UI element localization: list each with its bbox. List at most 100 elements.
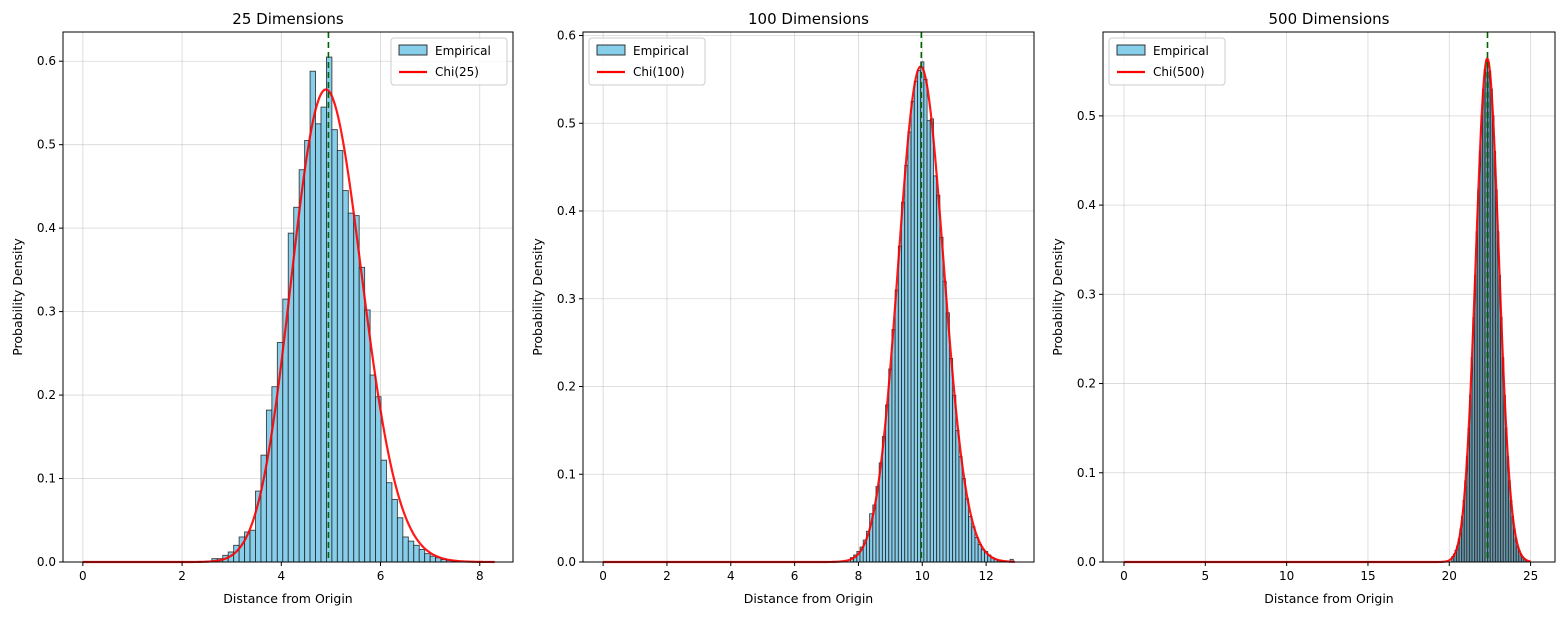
- legend-swatch-empirical: [596, 44, 626, 56]
- histogram-bar: [926, 120, 931, 563]
- histogram-bar: [913, 80, 918, 563]
- x-tick-label: 6: [377, 569, 385, 583]
- histogram-bar: [375, 396, 382, 563]
- histogram-bar: [298, 169, 306, 563]
- y-tick-label: 0.1: [557, 467, 576, 481]
- chart-title: 25 Dimensions: [232, 10, 344, 28]
- legend-label-curve: Chi(500): [1153, 65, 1205, 79]
- histogram-bar: [407, 540, 415, 563]
- histogram-bar: [413, 544, 420, 563]
- histogram-bar: [320, 106, 327, 563]
- y-tick-label: 0.1: [1077, 466, 1096, 480]
- y-tick-label: 0.5: [557, 116, 576, 130]
- histogram-bar: [358, 266, 366, 563]
- x-tick-label: 6: [791, 569, 799, 583]
- histogram-bar: [429, 555, 437, 563]
- histogram-bar: [917, 70, 922, 563]
- x-tick-label: 4: [727, 569, 735, 583]
- histogram-bar: [904, 164, 909, 563]
- chart-panel: 0 2 4 6 8 10 12 0.0 0.1 0.2 0.3 0.4 0.5 0.6 100 Dimens…: [530, 10, 1035, 606]
- x-tick-label: 0: [79, 569, 87, 583]
- x-axis-label: Distance from Origin: [744, 591, 873, 606]
- y-tick-label: 0.4: [557, 204, 576, 218]
- y-tick-label: 0.0: [37, 555, 56, 569]
- histogram-bar: [942, 280, 947, 563]
- x-tick-label: 4: [277, 569, 285, 583]
- histogram-bar: [974, 536, 979, 563]
- histogram-bar: [894, 289, 899, 563]
- histogram-bar: [977, 544, 982, 563]
- legend-swatch-empirical: [398, 44, 428, 56]
- y-tick-label: 0.0: [1077, 555, 1096, 569]
- histogram-bar: [964, 498, 970, 563]
- y-axis-label: Probability Density: [1050, 238, 1065, 356]
- histogram-bar: [929, 118, 934, 563]
- histogram-bar: [364, 309, 371, 563]
- axes-frame: [582, 31, 1035, 563]
- x-tick-label: 15: [1360, 569, 1375, 583]
- histogram-bar: [309, 70, 316, 563]
- histogram-bar: [380, 459, 387, 563]
- histogram-bar: [910, 100, 915, 563]
- x-tick-label: 2: [663, 569, 671, 583]
- histogram-bar: [968, 515, 973, 563]
- y-axis-label: Probability Density: [530, 238, 545, 356]
- legend: Empirical Chi(25): [390, 37, 508, 86]
- legend-label-empirical: Empirical: [1153, 44, 1209, 58]
- histogram-bar: [342, 190, 349, 563]
- histogram-bar: [939, 236, 944, 563]
- x-tick-label: 2: [178, 569, 186, 583]
- x-tick-label: 0: [599, 569, 607, 583]
- y-tick-label: 0.6: [557, 29, 576, 43]
- x-tick-label: 25: [1523, 569, 1538, 583]
- y-tick-label: 0.0: [557, 555, 576, 569]
- histogram-bar: [331, 129, 338, 563]
- x-tick-label: 8: [855, 569, 863, 583]
- histogram-bar: [952, 394, 957, 563]
- axes-frame: [1102, 31, 1556, 563]
- histogram-bar: [933, 175, 938, 563]
- y-tick-label: 0.2: [1077, 377, 1096, 391]
- legend: Empirical Chi(500): [1108, 37, 1226, 86]
- histogram-bar: [369, 374, 377, 563]
- y-tick-label: 0.1: [37, 472, 56, 486]
- histogram-bar: [336, 150, 344, 563]
- x-tick-label: 5: [1201, 569, 1209, 583]
- histogram-bar: [353, 215, 360, 563]
- histogram-bar: [418, 549, 426, 563]
- x-tick-label: 0: [1120, 569, 1128, 583]
- histogram-bar: [402, 536, 409, 563]
- axes-frame: [62, 31, 514, 563]
- chart-title: 500 Dimensions: [1269, 10, 1390, 28]
- histogram-bar: [249, 529, 256, 563]
- y-tick-label: 0.2: [557, 380, 576, 394]
- histogram-bar: [891, 329, 896, 563]
- y-tick-label: 0.3: [37, 305, 56, 319]
- histogram-bar: [945, 312, 950, 563]
- histogram-bar: [955, 429, 960, 563]
- histogram-bar: [907, 131, 912, 563]
- chart-title: 100 Dimensions: [748, 10, 869, 28]
- y-tick-label: 0.5: [37, 138, 56, 152]
- histogram-bar: [315, 123, 322, 563]
- y-tick-label: 0.4: [37, 221, 56, 235]
- y-tick-label: 0.4: [1077, 198, 1096, 212]
- legend-swatch-empirical: [1116, 44, 1146, 56]
- histogram-bar: [391, 498, 398, 563]
- x-tick-label: 20: [1442, 569, 1457, 583]
- y-tick-label: 0.3: [1077, 287, 1096, 301]
- histogram-bar: [948, 357, 954, 563]
- legend-label-curve: Chi(100): [633, 65, 685, 79]
- x-axis-label: Distance from Origin: [223, 591, 352, 606]
- legend-label-empirical: Empirical: [435, 44, 491, 58]
- x-tick-label: 10: [915, 569, 930, 583]
- x-tick-label: 8: [476, 569, 484, 583]
- y-tick-label: 0.2: [37, 388, 56, 402]
- histogram-bar: [885, 404, 890, 563]
- chart-panel: 0 5 10 15 20 25 0.0 0.1 0.2 0.3 0.4 0.5 500 Dimensio…: [1050, 10, 1556, 606]
- histogram-bar: [961, 478, 966, 563]
- y-tick-label: 0.3: [557, 292, 576, 306]
- histogram-bar: [386, 482, 393, 563]
- histogram-bar: [424, 553, 431, 563]
